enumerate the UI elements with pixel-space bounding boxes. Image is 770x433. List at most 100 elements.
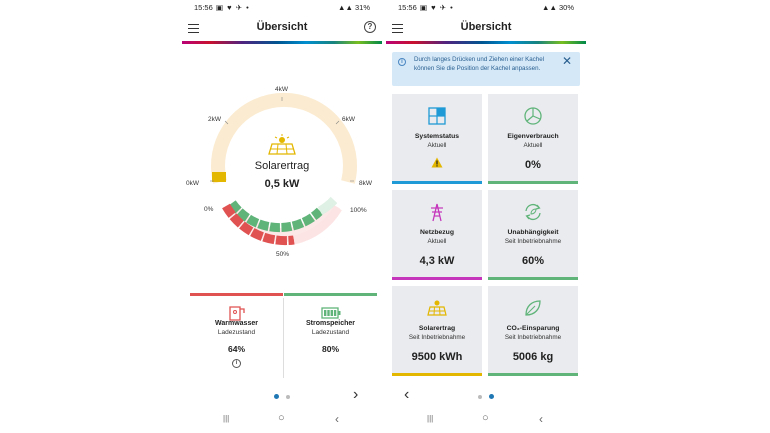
tile-subtitle: Aktuell bbox=[427, 238, 447, 245]
tile-name: Systemstatus bbox=[414, 133, 460, 140]
tile-accent-bar bbox=[488, 277, 578, 280]
system-nav-bar: ||| ○ ‹ bbox=[386, 412, 586, 428]
status-bar: 15:56 ▣ ♥ ✈ • ▲▲ 30% bbox=[386, 3, 586, 13]
tile-name: Eigenverbrauch bbox=[507, 133, 559, 140]
brand-stripe bbox=[386, 41, 586, 44]
tile-accent-bar bbox=[392, 277, 482, 280]
brand-stripe bbox=[182, 41, 382, 44]
recent-apps-button[interactable]: ||| bbox=[427, 414, 434, 423]
gauge-label-2kw: 2kW bbox=[208, 116, 221, 123]
tile-name: Solarertrag bbox=[418, 325, 456, 332]
recycle-leaf-icon bbox=[525, 203, 541, 221]
tile-warmwasser[interactable]: Warmwasser Ladezustand 64% i bbox=[190, 293, 283, 385]
tile-value: 64% bbox=[227, 344, 245, 354]
lower-ring-red-light bbox=[292, 205, 342, 245]
gauge-label-100pct: 100% bbox=[350, 207, 367, 214]
gauge-label-0pct: 0% bbox=[204, 206, 214, 213]
tile-accent-bar bbox=[190, 293, 283, 296]
tile-value: 0% bbox=[525, 159, 541, 171]
tile-solarertrag[interactable]: Solarertrag Seit Inbetriebnahme 9500 kWh bbox=[392, 286, 482, 376]
tile-accent-bar bbox=[284, 293, 377, 296]
previous-page-arrow[interactable]: ‹ bbox=[404, 386, 410, 403]
page-dot-active[interactable] bbox=[274, 394, 279, 399]
app-bar: Übersicht ? bbox=[182, 18, 382, 40]
page-title: Übersicht bbox=[256, 21, 308, 33]
next-page-arrow[interactable]: › bbox=[353, 386, 359, 403]
upper-ring-track bbox=[211, 92, 357, 184]
notification-icons: ▣ ♥ ✈ • bbox=[216, 3, 250, 12]
gauge-label-4kw: 4kW bbox=[275, 86, 288, 93]
hint-text: Durch langes Drücken und Ziehen einer Ka… bbox=[414, 56, 545, 72]
tile-co2-einsparung[interactable]: CO₂-Einsparung Seit Inbetriebnahme 5006 … bbox=[488, 286, 578, 376]
page-dot[interactable] bbox=[478, 395, 482, 399]
system-nav-bar: ||| ○ ‹ bbox=[182, 412, 382, 428]
recent-apps-button[interactable]: ||| bbox=[223, 414, 230, 423]
lower-ring-green bbox=[228, 200, 324, 233]
battery-level: 30% bbox=[558, 3, 574, 12]
page-dot-active[interactable] bbox=[489, 394, 494, 399]
tile-subtitle: Seit Inbetriebnahme bbox=[504, 334, 562, 341]
tile-subtitle: Aktuell bbox=[523, 142, 543, 149]
page-indicator: › bbox=[182, 386, 382, 403]
close-icon[interactable]: ✕ bbox=[561, 54, 572, 68]
back-button[interactable]: ‹ bbox=[539, 412, 543, 426]
gauge-value: 0,5 kW bbox=[264, 178, 300, 190]
gauge-svg bbox=[210, 92, 357, 246]
tile-stromspeicher[interactable]: Stromspeicher Ladezustand 80% bbox=[284, 293, 377, 385]
solar-gauge[interactable]: 0kW 2kW 4kW 6kW 8kW Solarertrag 0,5 kW 0… bbox=[182, 80, 382, 270]
tile-subtitle: Aktuell bbox=[427, 142, 447, 149]
battery-icon bbox=[321, 307, 341, 319]
solar-panel-icon bbox=[427, 300, 447, 316]
tile-accent-bar bbox=[488, 181, 578, 184]
status-bar: 15:56 ▣ ♥ ✈ • ▲▲ 31% bbox=[182, 3, 382, 13]
tile-systemstatus[interactable]: Systemstatus Aktuell bbox=[392, 94, 482, 184]
tile-accent-bar bbox=[488, 373, 578, 376]
home-button[interactable]: ○ bbox=[278, 412, 285, 424]
tile-name: Unabhängigkeit bbox=[507, 229, 559, 236]
gauge-label-8kw: 8kW bbox=[359, 180, 372, 187]
back-button[interactable]: ‹ bbox=[335, 412, 339, 426]
tile-value: 9500 kWh bbox=[411, 351, 463, 363]
help-icon[interactable]: ? bbox=[364, 21, 376, 33]
tile-netzbezug[interactable]: Netzbezug Aktuell 4,3 kW bbox=[392, 190, 482, 280]
page-title: Übersicht bbox=[460, 21, 512, 33]
tile-value: 4,3 kW bbox=[419, 255, 455, 267]
gauge-label-0kw: 0kW bbox=[186, 180, 199, 187]
tile-value: 60% bbox=[521, 255, 545, 267]
info-icon: i bbox=[398, 58, 406, 66]
menu-icon[interactable] bbox=[392, 24, 403, 33]
tile-accent-bar bbox=[392, 181, 482, 184]
tile-value: 5006 kg bbox=[512, 351, 554, 363]
tile-name: CO₂-Einsparung bbox=[506, 325, 560, 332]
hint-banner: i Durch langes Drücken und Ziehen einer … bbox=[392, 52, 580, 86]
gauge-label-50pct: 50% bbox=[276, 251, 290, 258]
signal-icon: ▲▲ bbox=[338, 3, 355, 12]
tile-subtitle: Seit Inbetriebnahme bbox=[408, 334, 466, 341]
lower-ring-green-light bbox=[317, 196, 338, 215]
status-time: 15:56 bbox=[194, 3, 213, 12]
home-button[interactable]: ○ bbox=[482, 412, 489, 424]
tile-name: Warmwasser bbox=[215, 320, 258, 327]
tile-eigenverbrauch[interactable]: Eigenverbrauch Aktuell 0% bbox=[488, 94, 578, 184]
gauge-label-6kw: 6kW bbox=[342, 116, 355, 123]
overview-screen-tiles: 15:56 ▣ ♥ ✈ • ▲▲ 30% Übersicht i Durch l… bbox=[386, 0, 586, 433]
tile-value: 80% bbox=[321, 344, 339, 354]
info-icon[interactable]: i bbox=[232, 359, 241, 368]
tile-name: Stromspeicher bbox=[305, 320, 356, 327]
app-bar: Übersicht bbox=[386, 18, 586, 40]
signal-icon: ▲▲ bbox=[542, 3, 559, 12]
tile-accent-bar bbox=[392, 373, 482, 376]
status-time: 15:56 bbox=[398, 3, 417, 12]
overview-screen-gauge: 15:56 ▣ ♥ ✈ • ▲▲ 31% Übersicht ? bbox=[182, 0, 382, 433]
tiles-row: Warmwasser Ladezustand 64% i Stromspeich… bbox=[190, 293, 377, 385]
menu-icon[interactable] bbox=[188, 24, 199, 33]
page-dot[interactable] bbox=[286, 395, 290, 399]
tile-subtitle: Ladezustand bbox=[217, 329, 256, 336]
tile-subtitle: Ladezustand bbox=[311, 329, 350, 336]
tile-unabhaengigkeit[interactable]: Unabhängigkeit Seit Inbetriebnahme 60% bbox=[488, 190, 578, 280]
lower-ring-red bbox=[222, 203, 295, 246]
pie-chart-icon bbox=[524, 107, 542, 125]
solar-panel-icon bbox=[268, 134, 296, 155]
gauge-title: Solarertrag bbox=[254, 160, 310, 172]
water-heater-icon bbox=[229, 306, 245, 321]
